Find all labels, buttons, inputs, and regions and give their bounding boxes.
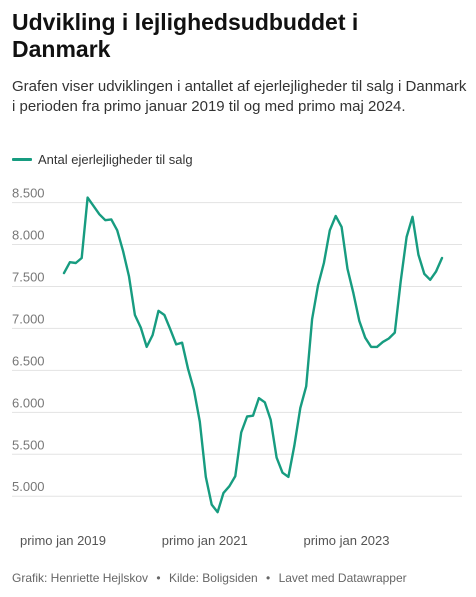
y-tick-label: 8.000	[12, 228, 45, 243]
y-tick-label: 7.500	[12, 269, 45, 284]
chart-title: Udvikling i lejlighedsudbuddet i Danmark	[12, 9, 359, 62]
series-line	[62, 196, 444, 514]
y-tick-label: 7.000	[12, 311, 45, 326]
x-tick-label: primo jan 2021	[162, 533, 248, 548]
chart-subtitle: Grafen viser udviklingen i antallet af e…	[12, 78, 467, 115]
x-tick-label: primo jan 2023	[304, 533, 390, 548]
credit-made-with: Lavet med Datawrapper	[278, 571, 407, 585]
credit-source: Kilde: Boligsiden	[168, 571, 258, 585]
credit-separator: •	[156, 571, 161, 585]
footer-credits: Grafik: Henriette Hejlskov • Kilde: Boli…	[12, 571, 407, 585]
y-tick-label: 5.500	[12, 437, 45, 452]
legend-swatch	[12, 157, 32, 161]
x-tick-label: primo jan 2019	[20, 533, 106, 548]
credit-graphic: Grafik: Henriette Hejlskov	[12, 571, 149, 585]
legend: Antal ejerlejligheder til salg	[12, 150, 193, 168]
y-tick-label: 8.500	[12, 186, 45, 201]
legend-label: Antal ejerlejligheder til salg	[38, 151, 193, 167]
y-tick-label: 6.000	[12, 395, 45, 410]
y-tick-label: 5.000	[12, 479, 45, 494]
line-chart: 5.000 5.500 6.000 6.500 7.000 7.500 8.000 8.500…	[12, 186, 462, 548]
credit-separator: •	[266, 571, 271, 585]
y-tick-label: 6.500	[12, 353, 45, 368]
